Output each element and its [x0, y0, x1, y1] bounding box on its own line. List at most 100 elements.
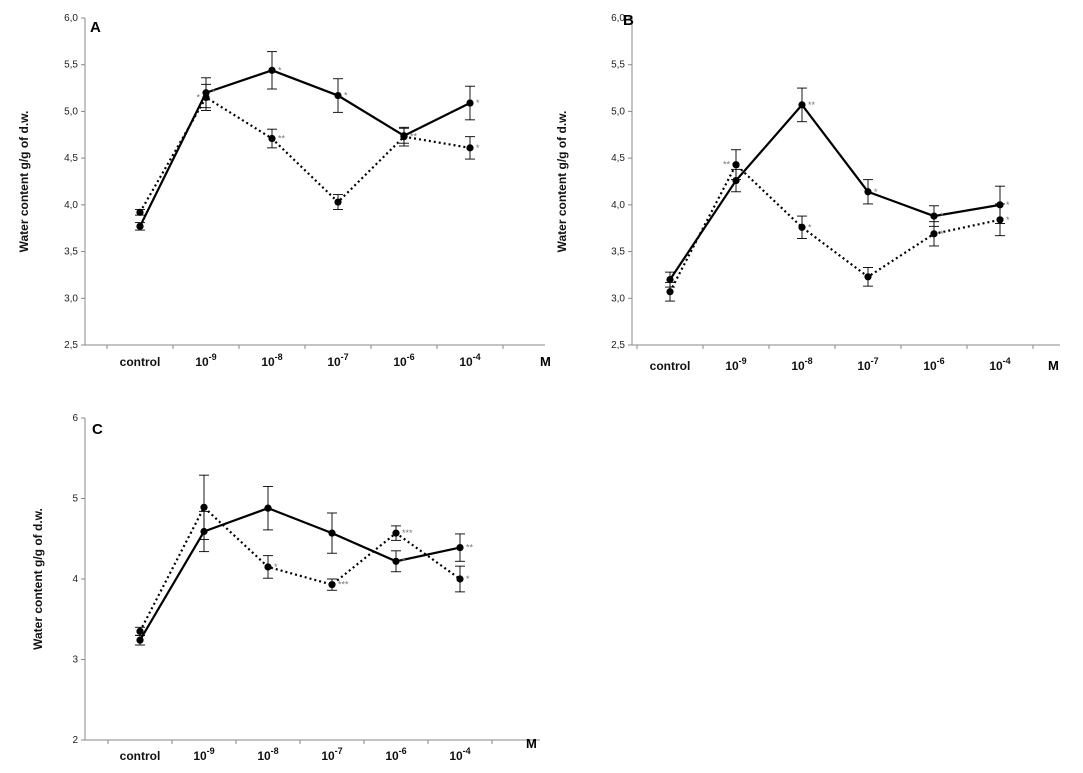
- data-point: [200, 503, 208, 511]
- data-point: [732, 176, 740, 185]
- x-tick-label: 10-8: [261, 352, 282, 369]
- significance-label: **: [278, 134, 286, 144]
- x-tick-label: 10-7: [327, 352, 348, 369]
- x-tick-label: 10-6: [385, 746, 406, 763]
- significance-label: *: [402, 556, 406, 566]
- y-tick-label: 6,0: [611, 13, 625, 24]
- x-tick-label: control: [120, 749, 161, 763]
- y-tick-label: 6: [72, 413, 78, 424]
- significance-label: *: [466, 574, 470, 584]
- y-tick-label: 5,5: [64, 60, 78, 71]
- panel-label: C: [92, 421, 103, 438]
- y-tick-label: 2: [72, 735, 78, 746]
- series-line: [669, 162, 1001, 293]
- y-tick-label: 3: [72, 655, 78, 666]
- series-line: [139, 69, 471, 227]
- series-solid: ****: [135, 51, 480, 231]
- significance-label: ***: [338, 580, 349, 590]
- significance-label: *: [808, 222, 812, 232]
- panel-label: A: [90, 19, 101, 36]
- significance-label: *: [1006, 215, 1010, 225]
- x-tick-label: 10-9: [193, 746, 214, 763]
- y-tick-label: 4,5: [611, 153, 625, 164]
- data-point: [666, 288, 674, 296]
- data-point: [334, 91, 342, 100]
- y-tick-label: 2,5: [611, 340, 625, 351]
- significance-label: *: [196, 92, 200, 102]
- x-tick-label: 10-7: [321, 746, 342, 763]
- data-point: [136, 627, 144, 635]
- y-tick-label: 4,0: [64, 200, 78, 211]
- x-tick-label: 10-9: [195, 352, 216, 369]
- x-tick-label: 10-6: [393, 352, 414, 369]
- x-tick-label: control: [120, 355, 161, 369]
- data-point: [334, 198, 342, 206]
- series-dotted: ********: [135, 474, 470, 636]
- x-tick-label: 10-6: [923, 356, 944, 373]
- y-tick-label: 4,0: [611, 200, 625, 211]
- x-unit-label: M: [1048, 358, 1059, 373]
- y-tick-label: 6,0: [64, 13, 78, 24]
- x-tick-label: 10-4: [459, 352, 480, 369]
- x-tick-label: 10-7: [857, 356, 878, 373]
- series-line: [139, 505, 461, 632]
- significance-label: **: [410, 132, 418, 142]
- data-point: [400, 133, 408, 141]
- data-point: [328, 529, 336, 537]
- significance-label: **: [808, 100, 816, 110]
- data-point: [798, 223, 806, 231]
- data-point: [264, 504, 272, 512]
- y-tick-label: 4,5: [64, 153, 78, 164]
- panel-label: B: [623, 12, 634, 29]
- chart-panel-c: 2 3 4 5 6 control 10-9 10-8 10-7 10-6 10-4 Water co…: [31, 413, 540, 763]
- x-unit-label: M: [540, 354, 551, 369]
- series-line: [669, 103, 1001, 281]
- x-unit-label: M: [526, 736, 537, 751]
- significance-label: ***: [402, 528, 413, 538]
- data-point: [264, 563, 272, 571]
- y-axis-label: Water content g/g of d.w.: [31, 508, 45, 650]
- data-point: [456, 544, 464, 552]
- y-tick-label: 3,5: [611, 247, 625, 258]
- y-tick-label: 2,5: [64, 340, 78, 351]
- data-point: [930, 230, 938, 238]
- significance-label: **: [723, 160, 731, 170]
- y-tick-label: 5,0: [611, 106, 625, 117]
- data-point: [864, 273, 872, 281]
- series-solid: ***: [135, 485, 474, 646]
- data-point: [864, 188, 872, 196]
- data-point: [268, 66, 276, 74]
- significance-label: **: [466, 543, 474, 553]
- chart-panel-a: 2,5 3,0 3,5 4,0 4,5 5,0 5,5 6,0 control 10-9 10-8 1…: [17, 13, 551, 369]
- significance-label: *: [344, 91, 348, 101]
- data-point: [466, 99, 474, 107]
- significance-label: *: [940, 229, 944, 239]
- x-tick-label: 10-8: [791, 356, 812, 373]
- data-point: [136, 636, 144, 644]
- y-tick-label: 3,5: [64, 247, 78, 258]
- y-tick-label: 4: [72, 574, 78, 585]
- data-point: [328, 581, 336, 589]
- series-dotted: *** ***: [135, 83, 480, 216]
- chart-panel-b: 2,5 3,0 3,5 4,0 4,5 5,0 5,5 6,0 control 10-9 10-8 1…: [555, 12, 1060, 373]
- y-tick-label: 5,5: [611, 60, 625, 71]
- y-axis-label: Water content g/g of d.w.: [17, 111, 31, 253]
- data-point: [798, 101, 806, 109]
- y-tick-label: 5,0: [64, 106, 78, 117]
- data-point: [136, 222, 144, 230]
- significance-label: *: [274, 562, 278, 572]
- significance-label: *: [1006, 200, 1010, 210]
- series-dotted: *****: [665, 149, 1010, 302]
- series-line: [139, 95, 471, 213]
- data-point: [732, 161, 740, 169]
- data-point: [996, 216, 1004, 224]
- data-point: [392, 529, 400, 537]
- data-point: [456, 575, 464, 583]
- data-point: [268, 134, 276, 143]
- y-tick-label: 3,0: [611, 293, 625, 304]
- significance-label: *: [940, 211, 944, 221]
- y-axis-label: Water content g/g of d.w.: [555, 111, 569, 253]
- data-point: [666, 276, 674, 284]
- data-point: [136, 208, 144, 216]
